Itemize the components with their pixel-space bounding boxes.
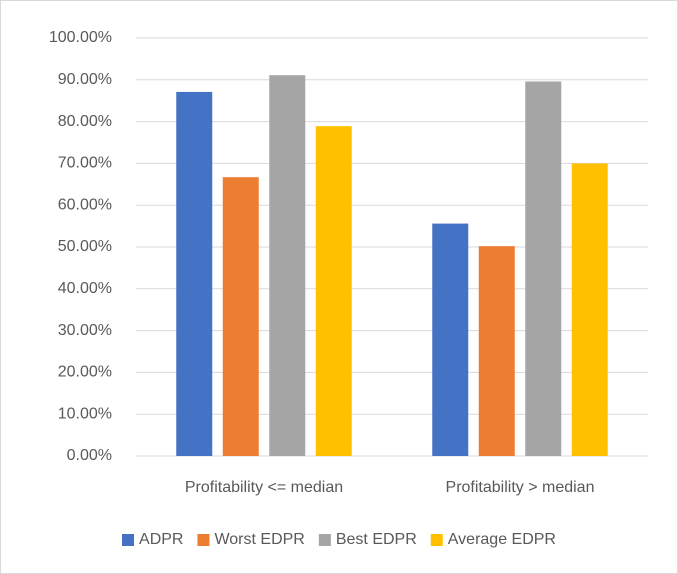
- bar: [432, 223, 469, 456]
- y-tick-label: 20.00%: [58, 364, 112, 381]
- bar: [478, 246, 515, 456]
- y-tick-label: 60.00%: [58, 196, 112, 213]
- legend-label: Best EDPR: [336, 531, 417, 548]
- legend-label: Worst EDPR: [214, 531, 304, 548]
- bar: [222, 177, 259, 456]
- legend-label: ADPR: [139, 531, 183, 548]
- y-tick-label: 40.00%: [58, 280, 112, 297]
- y-tick-label: 90.00%: [58, 71, 112, 88]
- y-tick-label: 50.00%: [58, 238, 112, 255]
- y-tick-label: 0.00%: [67, 447, 112, 464]
- legend-label: Average EDPR: [448, 531, 556, 548]
- x-tick-label: Profitability <= median: [185, 479, 343, 496]
- bar: [176, 91, 213, 456]
- bar: [525, 81, 562, 457]
- y-tick-label: 30.00%: [58, 322, 112, 339]
- bar: [571, 163, 608, 456]
- legend-swatch: [430, 534, 443, 546]
- x-tick-label: Profitability > median: [446, 479, 595, 496]
- legend-swatch: [122, 534, 135, 546]
- legend-swatch: [197, 534, 210, 546]
- legend-swatch: [318, 534, 331, 546]
- bar: [269, 75, 306, 457]
- bar: [315, 126, 352, 456]
- y-tick-label: 70.00%: [58, 155, 112, 172]
- y-tick-label: 10.00%: [58, 405, 112, 422]
- y-tick-label: 80.00%: [58, 113, 112, 130]
- y-tick-label: 100.00%: [49, 29, 112, 46]
